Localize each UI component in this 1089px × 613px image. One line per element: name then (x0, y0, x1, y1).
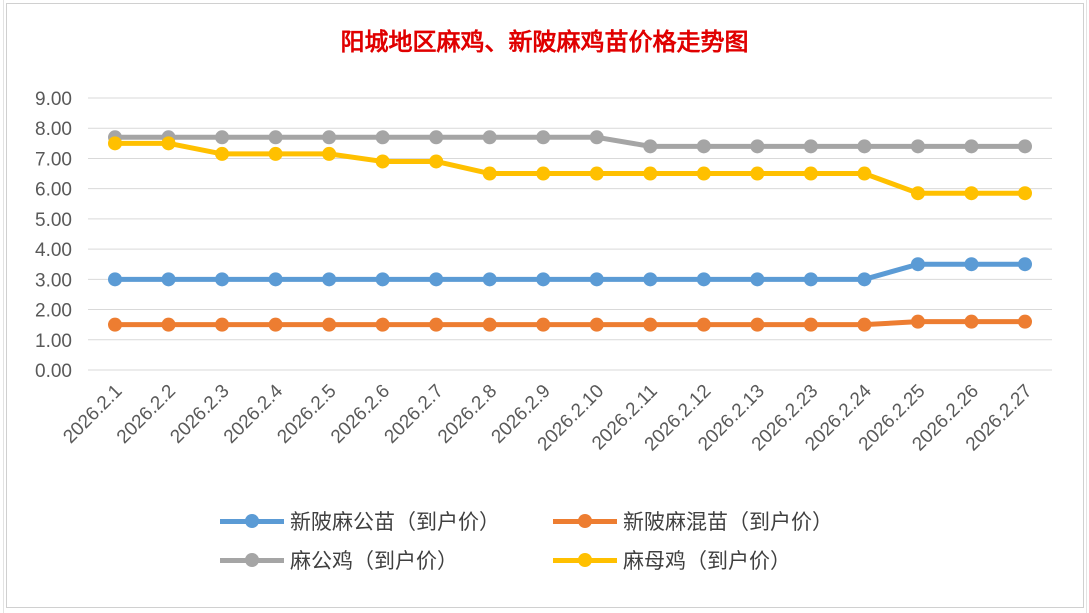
data-point (1018, 314, 1032, 329)
y-tick-label: 0.00 (35, 361, 72, 382)
data-point (108, 317, 122, 332)
y-tick-label: 7.00 (35, 149, 72, 170)
data-point (108, 136, 122, 151)
data-point (803, 139, 818, 154)
y-tick-label: 9.00 (35, 89, 72, 110)
y-tick-label: 8.00 (35, 119, 72, 140)
data-point (750, 139, 765, 154)
data-point (643, 166, 658, 181)
data-point (589, 272, 604, 287)
sheet-gridline (1086, 0, 1087, 613)
data-point (375, 154, 390, 169)
data-point (1018, 257, 1032, 272)
data-point (857, 139, 872, 154)
data-point (750, 317, 765, 332)
data-point (643, 139, 658, 154)
data-point (375, 317, 390, 332)
data-point (161, 136, 176, 151)
data-point (482, 166, 497, 181)
data-point (268, 146, 283, 161)
data-point (429, 154, 444, 169)
data-point (215, 130, 230, 145)
data-point (803, 317, 818, 332)
data-point (429, 130, 444, 145)
data-point (910, 186, 925, 201)
data-point (268, 130, 283, 145)
data-point (375, 130, 390, 145)
data-point (750, 272, 765, 287)
chart-title: 阳城地区麻鸡、新陂麻鸡苗价格走势图 (340, 27, 749, 56)
data-point (482, 130, 497, 145)
data-point (482, 272, 497, 287)
data-point (322, 130, 337, 145)
data-point (429, 272, 444, 287)
data-point (643, 272, 658, 287)
data-point (429, 317, 444, 332)
y-tick-label: 5.00 (35, 210, 72, 231)
data-point (268, 317, 283, 332)
data-point (1018, 139, 1032, 154)
data-point (803, 166, 818, 181)
data-point (536, 130, 551, 145)
data-point (1018, 186, 1032, 201)
data-point (696, 272, 711, 287)
data-point (215, 146, 230, 161)
y-tick-label: 1.00 (35, 331, 72, 352)
sheet-gridline (3, 0, 4, 613)
data-point (108, 272, 122, 287)
data-point (803, 272, 818, 287)
y-tick-label: 6.00 (35, 180, 72, 201)
y-tick-label: 2.00 (35, 301, 72, 322)
data-point (964, 139, 979, 154)
data-point (910, 257, 925, 272)
data-point (536, 166, 551, 181)
data-point (964, 186, 979, 201)
chart-area[interactable] (6, 3, 1084, 608)
data-point (696, 139, 711, 154)
data-point (268, 272, 283, 287)
data-point (696, 166, 711, 181)
data-point (322, 146, 337, 161)
series-line (112, 261, 1028, 282)
data-point (161, 272, 176, 287)
data-point (215, 317, 230, 332)
data-point (857, 166, 872, 181)
series-line (112, 134, 1028, 149)
data-point (696, 317, 711, 332)
data-point (375, 272, 390, 287)
data-point (589, 166, 604, 181)
data-point (857, 272, 872, 287)
data-point (161, 317, 176, 332)
data-point (536, 272, 551, 287)
data-point (910, 314, 925, 329)
data-point (964, 257, 979, 272)
data-point (482, 317, 497, 332)
data-point (589, 130, 604, 145)
data-point (643, 317, 658, 332)
y-tick-label: 4.00 (35, 240, 72, 261)
data-point (964, 314, 979, 329)
series-line (112, 319, 1028, 328)
data-point (215, 272, 230, 287)
data-point (322, 317, 337, 332)
data-point (857, 317, 872, 332)
data-point (589, 317, 604, 332)
data-point (536, 317, 551, 332)
data-point (322, 272, 337, 287)
y-tick-label: 3.00 (35, 270, 72, 291)
data-point (750, 166, 765, 181)
series-line (112, 140, 1028, 196)
data-point (910, 139, 925, 154)
